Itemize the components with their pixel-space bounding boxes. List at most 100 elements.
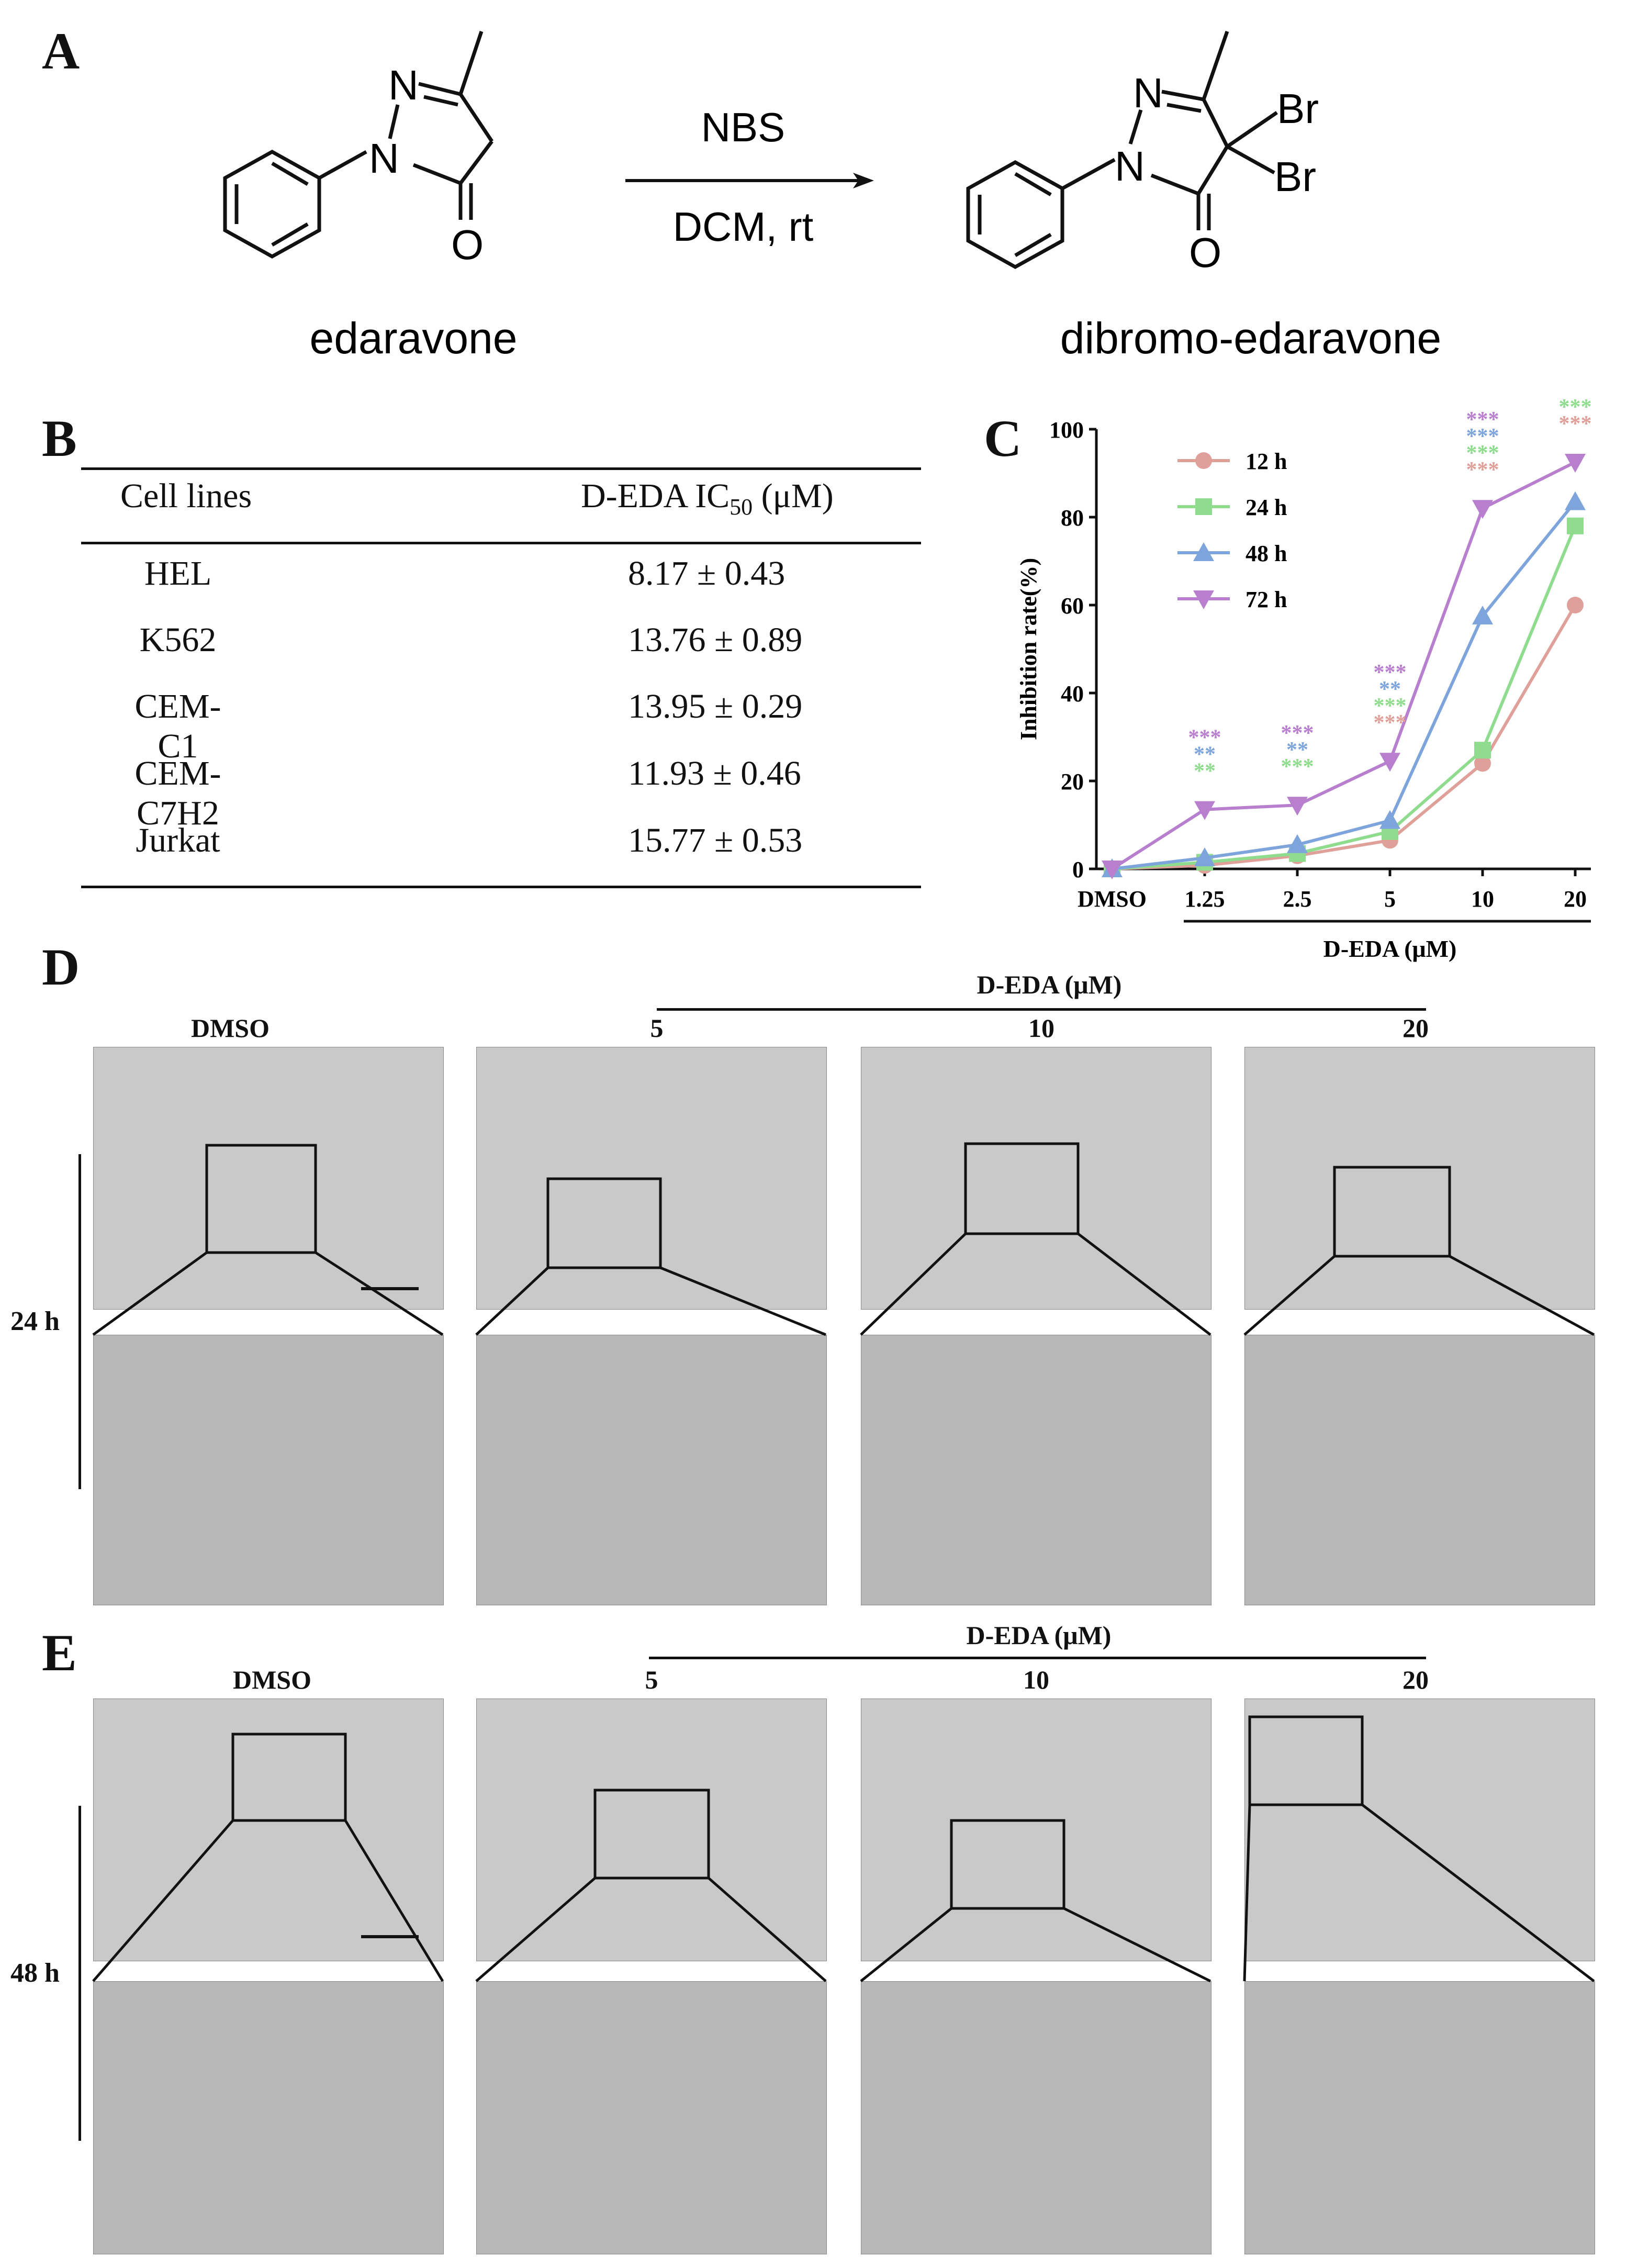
significance-mark: **	[1194, 743, 1216, 767]
table-header-ic50: D-EDA IC50 (μM)	[581, 477, 834, 520]
data-point	[1472, 606, 1493, 624]
condition-dmso-e: DMSO	[233, 1665, 311, 1694]
condition-10-e: 10	[1023, 1665, 1049, 1694]
micrograph-e-5	[476, 1699, 827, 1961]
time-label-d: 24 h	[10, 1306, 60, 1336]
atom-br-2: Br	[1274, 153, 1316, 200]
table-ic50-value: 15.77 ± 0.53	[628, 821, 803, 859]
significance-mark: ***	[1466, 424, 1499, 449]
significance-mark: **	[1379, 677, 1401, 701]
significance-mark: ***	[1281, 721, 1314, 745]
data-point	[1102, 861, 1123, 879]
significance-mark: **	[1194, 759, 1216, 784]
treatment-label-e: D-EDA (μM)	[966, 1621, 1112, 1650]
panel-label-b: B	[42, 409, 77, 467]
significance-mark: ***	[1466, 408, 1499, 432]
micrograph-d-dmso	[93, 1047, 444, 1310]
table-ic50-value: 13.95 ± 0.29	[628, 687, 803, 725]
x-tick-label: DMSO	[1078, 886, 1147, 912]
start-label: edaravone	[310, 314, 518, 363]
micrograph-zoom-e-5	[476, 1981, 827, 2254]
y-tick-label: 40	[1061, 681, 1084, 707]
x-tick-label: 20	[1564, 886, 1587, 912]
x-tick-label: 2.5	[1283, 886, 1312, 912]
data-point	[1565, 491, 1586, 510]
significance-mark: ***	[1374, 661, 1407, 685]
reagent-top: NBS	[701, 104, 785, 150]
significance-mark: ***	[1559, 398, 1592, 403]
series-line	[1112, 500, 1577, 870]
table-top-rule	[81, 467, 921, 470]
significance-mark: ***	[1374, 711, 1407, 735]
y-axis-label: Inhibition rate(%)	[1016, 558, 1041, 740]
micrograph-e-dmso	[93, 1699, 444, 1961]
atom-br-1: Br	[1277, 85, 1319, 132]
table-ic50-value: 8.17 ± 0.43	[628, 554, 786, 593]
x-tick-label: 10	[1471, 886, 1494, 912]
treatment-bar-d	[657, 1008, 1426, 1011]
condition-20-e: 20	[1403, 1665, 1429, 1694]
micrograph-zoom-e-10	[861, 1981, 1211, 2254]
legend-label: 72 h	[1246, 587, 1287, 612]
data-point	[1379, 810, 1400, 829]
table-cell-line: K562	[139, 621, 217, 659]
treatment-label-d: D-EDA (μM)	[977, 970, 1122, 999]
micrograph-d-10	[861, 1047, 1211, 1310]
table-cell-line: HEL	[144, 554, 212, 593]
data-point	[1567, 597, 1584, 613]
micrograph-d-20	[1244, 1047, 1595, 1310]
data-point	[1194, 801, 1215, 820]
y-tick-label: 0	[1072, 857, 1084, 882]
y-tick-label: 20	[1061, 769, 1084, 795]
x-tick-label: 1.25	[1185, 886, 1225, 912]
legend-marker	[1193, 542, 1214, 561]
table-bottom-rule	[81, 886, 921, 888]
data-point	[1472, 500, 1493, 519]
atom-n2-product: N	[1133, 70, 1163, 116]
micrograph-e-20	[1244, 1699, 1595, 1961]
series-line	[1111, 461, 1576, 870]
atom-n1-product: N	[1115, 143, 1145, 189]
data-point	[1379, 753, 1400, 772]
atom-o-product: O	[1189, 229, 1221, 276]
reaction-scheme: N N O NBS DCM, rt N N O Br Br edaravone …	[223, 30, 1441, 363]
condition-5-e: 5	[645, 1665, 658, 1694]
product-label: dibromo-edaravone	[1060, 314, 1441, 363]
table-ic50-value: 11.93 ± 0.46	[628, 754, 801, 792]
table-cell-line: CEM-C1	[134, 687, 221, 765]
micrograph-zoom-d-20	[1244, 1335, 1595, 1605]
significance-mark: ***	[1374, 694, 1407, 718]
treatment-bar-e	[649, 1657, 1426, 1659]
table-ic50-value: 13.76 ± 0.89	[628, 621, 803, 659]
table-cell-line: Jurkat	[136, 821, 220, 859]
data-point	[1287, 834, 1308, 853]
condition-20-d: 20	[1403, 1013, 1429, 1043]
time-label-e: 48 h	[10, 1958, 60, 1988]
significance-mark: ***	[1466, 441, 1499, 465]
micrograph-zoom-d-dmso	[93, 1335, 444, 1605]
data-point	[1194, 847, 1215, 866]
series-line	[1112, 525, 1577, 870]
x-tick-label: 5	[1384, 886, 1396, 912]
data-point	[1287, 797, 1308, 816]
y-tick-label: 80	[1061, 505, 1084, 531]
atom-o: O	[451, 221, 484, 268]
table-cell-line: CEM-C7H2	[134, 754, 221, 832]
time-bar-d	[78, 1154, 81, 1489]
atom-n2: N	[388, 62, 419, 108]
significance-mark: ***	[1188, 726, 1221, 750]
y-tick-label: 60	[1061, 593, 1084, 619]
data-point	[1567, 517, 1584, 534]
significance-mark: ***	[1559, 398, 1592, 419]
micrograph-e-10	[861, 1699, 1211, 1961]
dibromo-edaravone-structure	[966, 30, 1278, 270]
x-axis-label: D-EDA (μM)	[1323, 935, 1457, 962]
data-point	[1474, 755, 1491, 772]
panel-label-a: A	[42, 22, 80, 80]
legend-marker	[1195, 498, 1212, 515]
significance-mark: ***	[1559, 412, 1592, 436]
table-header-cell-lines: Cell lines	[120, 477, 252, 515]
legend-marker	[1193, 590, 1214, 609]
edaravone-structure	[223, 30, 493, 259]
data-point	[1565, 454, 1586, 473]
